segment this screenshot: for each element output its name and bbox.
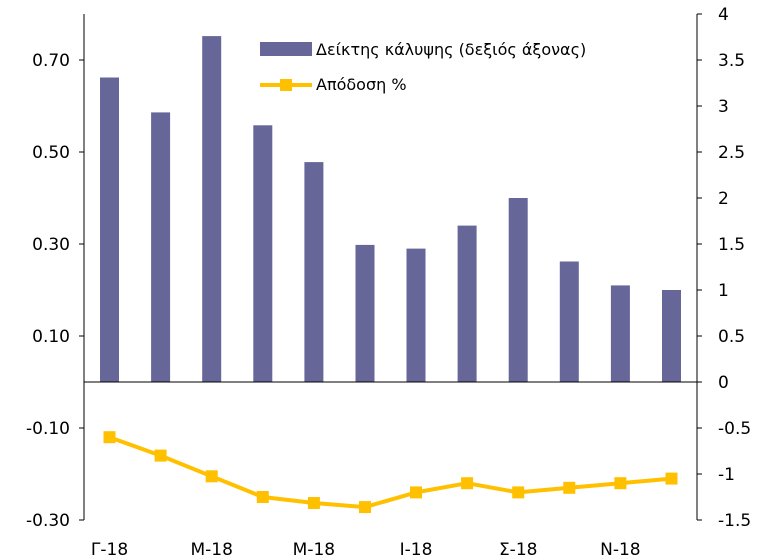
right-tick-label-5: 1 [718, 281, 729, 301]
legend-bar-label: Δείκτης κάλυψης (δεξιός άξονας) [316, 40, 586, 59]
yield-marker-5 [359, 501, 371, 514]
yield-marker-1 [154, 449, 167, 462]
x-tick-label-0: Γ-18 [91, 540, 128, 558]
right-tick-label-1: -1 [718, 465, 735, 485]
legend-bar-swatch [260, 42, 312, 56]
right-tick-label-10: 3.5 [718, 51, 745, 71]
bar-9 [559, 261, 579, 382]
bar-10 [610, 285, 630, 382]
left-tick-label-0: -0.30 [26, 511, 70, 531]
legend: Δείκτης κάλυψης (δεξιός άξονας) Απόδοση … [260, 40, 586, 94]
right-tick-label-11: 4 [718, 5, 729, 25]
x-tick-label-4: Σ-18 [499, 540, 538, 558]
right-tick-label-4: 0.5 [718, 327, 745, 347]
bar-2 [202, 36, 222, 382]
right-tick-label-9: 3 [718, 97, 729, 117]
right-tick-label-8: 2.5 [718, 143, 745, 163]
right-tick-label-0: -1.5 [718, 511, 751, 531]
yield-marker-7 [461, 477, 474, 490]
bar-4 [304, 162, 324, 382]
yield-marker-6 [410, 486, 422, 499]
axes-layer: -0.30 -0.10 0.10 0.30 0.50 0.70 -1.5 -1 -0.5 0 0.5… [26, 5, 751, 558]
yield-marker-0 [103, 431, 116, 444]
yield-marker-4 [307, 497, 320, 509]
left-tick-label-1: -0.10 [26, 419, 70, 439]
right-tick-label-2: -0.5 [718, 419, 751, 439]
bar-7 [457, 225, 477, 382]
bars-layer [100, 36, 681, 383]
legend-line-marker [280, 79, 292, 91]
line-layer [103, 431, 678, 514]
bar-1 [151, 112, 171, 383]
x-tick-label-3: Ι-18 [400, 540, 433, 558]
bar-8 [508, 198, 528, 382]
yield-marker-9 [563, 481, 576, 494]
right-tick-label-6: 1.5 [718, 235, 745, 255]
bar-3 [253, 125, 273, 383]
bar-11 [662, 290, 681, 382]
right-tick-label-7: 2 [718, 189, 729, 209]
left-tick-label-4: 0.50 [32, 143, 70, 163]
x-tick-label-1: Μ-18 [190, 540, 232, 558]
bar-0 [100, 77, 119, 382]
legend-line-label: Απόδοση % [316, 75, 407, 94]
yield-marker-11 [665, 472, 678, 485]
bar-5 [355, 244, 375, 382]
yield-marker-3 [256, 491, 269, 503]
bar-6 [406, 248, 426, 382]
yield-marker-8 [512, 486, 525, 499]
left-tick-label-5: 0.70 [32, 51, 70, 71]
yield-marker-10 [614, 477, 627, 490]
x-tick-label-5: Ν-18 [600, 540, 640, 558]
yield-line [108, 435, 672, 510]
left-tick-label-2: 0.10 [32, 327, 70, 347]
right-tick-label-3: 0 [718, 373, 729, 393]
left-tick-label-3: 0.30 [32, 235, 70, 255]
x-tick-label-2: Μ-18 [293, 540, 335, 558]
yield-marker-2 [205, 470, 218, 483]
